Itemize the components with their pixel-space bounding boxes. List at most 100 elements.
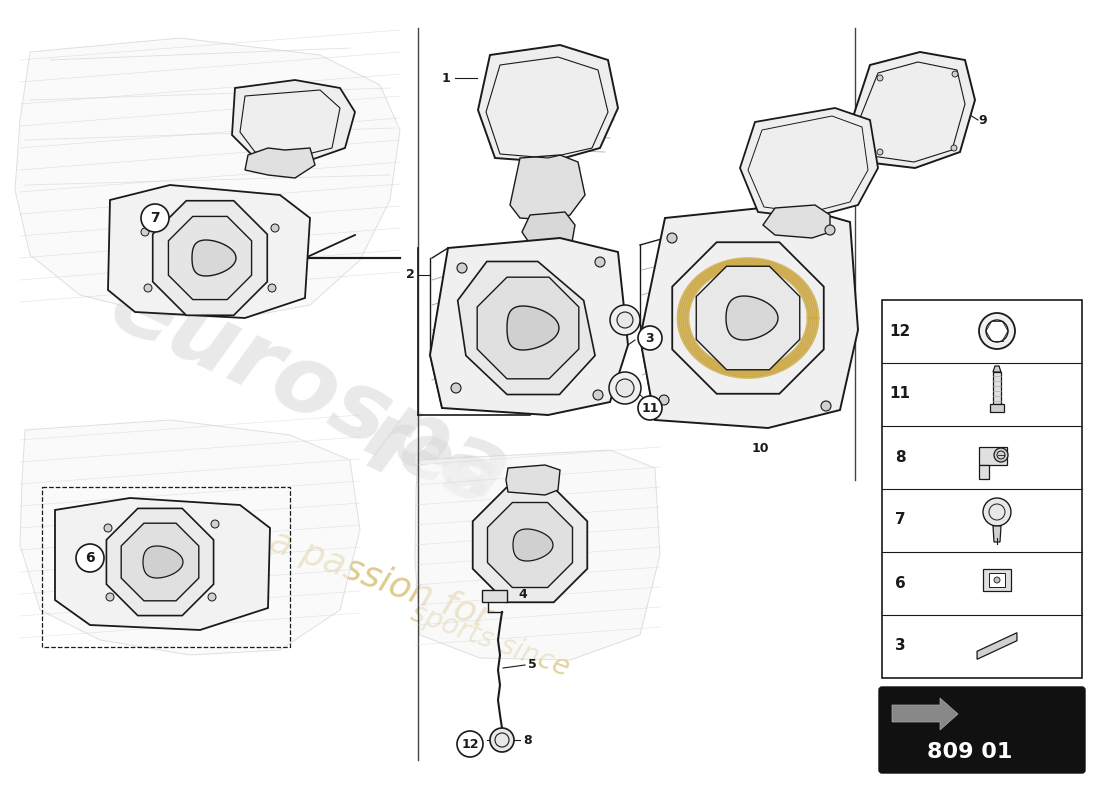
Bar: [42, 487, 290, 647]
Polygon shape: [20, 420, 360, 655]
Circle shape: [208, 593, 216, 601]
Text: sports since: sports since: [407, 598, 573, 682]
Text: res: res: [353, 398, 507, 522]
Text: 8: 8: [522, 734, 531, 746]
Text: 2: 2: [406, 269, 415, 282]
Polygon shape: [989, 573, 1005, 587]
Circle shape: [979, 313, 1015, 349]
Polygon shape: [979, 465, 989, 479]
Bar: [482, 590, 507, 602]
Text: 4: 4: [518, 587, 527, 601]
Polygon shape: [192, 240, 236, 276]
Polygon shape: [473, 488, 587, 602]
Circle shape: [983, 498, 1011, 526]
Circle shape: [617, 312, 632, 328]
FancyBboxPatch shape: [879, 687, 1085, 773]
Polygon shape: [852, 52, 975, 168]
Polygon shape: [168, 217, 252, 299]
Polygon shape: [232, 80, 355, 162]
Circle shape: [593, 390, 603, 400]
Circle shape: [490, 728, 514, 752]
Polygon shape: [983, 569, 1011, 591]
Circle shape: [994, 448, 1008, 462]
Circle shape: [638, 396, 662, 420]
Polygon shape: [993, 366, 1001, 372]
Polygon shape: [415, 450, 660, 660]
Polygon shape: [977, 633, 1016, 659]
Text: 3: 3: [894, 638, 905, 654]
Polygon shape: [108, 185, 310, 318]
Circle shape: [141, 228, 149, 236]
Circle shape: [451, 383, 461, 393]
Circle shape: [877, 149, 883, 155]
Bar: [882, 300, 1082, 678]
Polygon shape: [477, 277, 579, 379]
Polygon shape: [153, 201, 267, 315]
Circle shape: [271, 224, 279, 232]
Circle shape: [825, 225, 835, 235]
Polygon shape: [143, 546, 183, 578]
Polygon shape: [487, 502, 572, 587]
Text: 11: 11: [641, 402, 659, 414]
Polygon shape: [245, 148, 315, 178]
Circle shape: [667, 233, 676, 243]
Circle shape: [994, 577, 1000, 583]
Polygon shape: [993, 372, 1001, 404]
Text: 8: 8: [894, 450, 905, 465]
Polygon shape: [506, 465, 560, 495]
Circle shape: [986, 320, 1008, 342]
Polygon shape: [979, 447, 1006, 465]
Polygon shape: [510, 155, 585, 220]
Text: 1: 1: [441, 71, 450, 85]
Text: 11: 11: [890, 386, 911, 402]
Polygon shape: [15, 38, 400, 318]
Circle shape: [595, 257, 605, 267]
Text: 12: 12: [461, 738, 478, 750]
Polygon shape: [430, 238, 628, 415]
Text: eurospa: eurospa: [96, 258, 525, 522]
Circle shape: [877, 75, 883, 81]
Polygon shape: [672, 242, 824, 394]
Circle shape: [638, 326, 662, 350]
Polygon shape: [121, 523, 199, 601]
Polygon shape: [107, 509, 213, 615]
Polygon shape: [513, 529, 553, 561]
Polygon shape: [763, 205, 830, 238]
Circle shape: [609, 372, 641, 404]
Polygon shape: [478, 45, 618, 162]
Polygon shape: [726, 296, 778, 340]
Circle shape: [104, 524, 112, 532]
Circle shape: [952, 71, 958, 77]
Polygon shape: [696, 266, 800, 370]
Polygon shape: [740, 108, 878, 218]
Polygon shape: [990, 404, 1004, 412]
Polygon shape: [55, 498, 270, 630]
Circle shape: [616, 379, 634, 397]
Circle shape: [456, 263, 468, 273]
Circle shape: [144, 284, 152, 292]
Polygon shape: [458, 262, 595, 394]
Text: 6: 6: [894, 575, 905, 590]
Circle shape: [659, 395, 669, 405]
Circle shape: [141, 204, 169, 232]
Text: 6: 6: [85, 551, 95, 565]
Circle shape: [268, 284, 276, 292]
Circle shape: [821, 401, 830, 411]
Circle shape: [106, 593, 114, 601]
Polygon shape: [522, 212, 575, 248]
Polygon shape: [892, 698, 958, 730]
Text: 9: 9: [978, 114, 987, 126]
Text: a passion for: a passion for: [265, 524, 495, 636]
Text: 809 01: 809 01: [927, 742, 1013, 762]
Text: 7: 7: [894, 513, 905, 527]
Polygon shape: [993, 526, 1001, 542]
Text: 12: 12: [890, 323, 911, 338]
Text: 5: 5: [528, 658, 537, 671]
Circle shape: [211, 520, 219, 528]
Text: 7: 7: [151, 211, 160, 225]
Polygon shape: [640, 205, 858, 428]
Circle shape: [76, 544, 104, 572]
Text: 3: 3: [646, 331, 654, 345]
Text: 10: 10: [751, 442, 769, 454]
Circle shape: [952, 145, 957, 151]
